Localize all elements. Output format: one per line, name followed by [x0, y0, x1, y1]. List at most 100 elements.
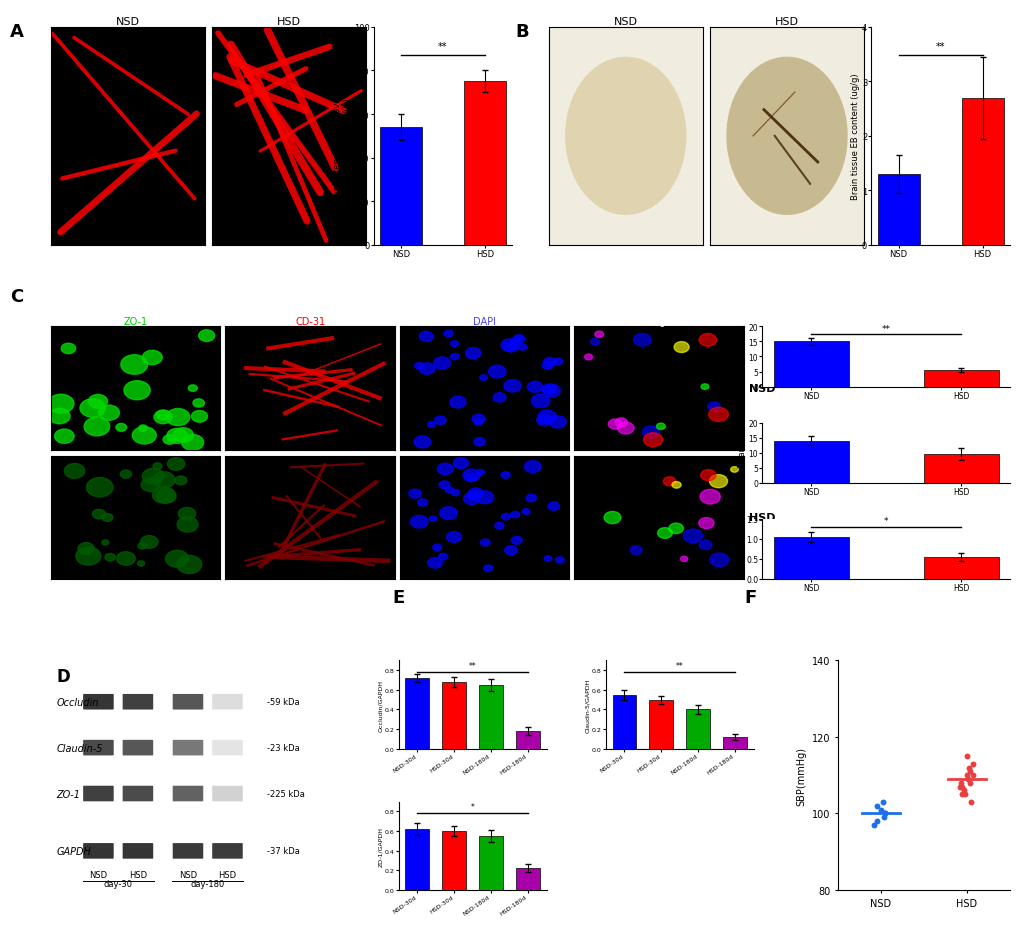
Circle shape	[54, 429, 74, 444]
Circle shape	[594, 332, 603, 338]
Circle shape	[494, 523, 503, 529]
Circle shape	[153, 472, 175, 489]
Y-axis label: Claudin-5/GAPDH: Claudin-5/GAPDH	[585, 678, 590, 732]
Circle shape	[199, 330, 214, 342]
Circle shape	[434, 416, 445, 425]
Text: NSD: NSD	[178, 870, 197, 880]
Circle shape	[193, 400, 204, 408]
Circle shape	[511, 512, 519, 518]
Bar	[516, 731, 539, 749]
Circle shape	[439, 507, 457, 520]
FancyBboxPatch shape	[212, 786, 243, 802]
Text: -59 kDa: -59 kDa	[267, 697, 300, 706]
Y-axis label: Occludin/GAPDH: Occludin/GAPDH	[378, 679, 383, 730]
Circle shape	[410, 515, 428, 528]
Circle shape	[61, 344, 75, 354]
Circle shape	[674, 342, 689, 353]
FancyBboxPatch shape	[122, 786, 153, 802]
Circle shape	[590, 339, 599, 346]
Circle shape	[698, 518, 713, 529]
Bar	[612, 695, 636, 749]
Circle shape	[181, 435, 204, 451]
Bar	[442, 682, 466, 749]
Point	[865, 818, 881, 832]
Circle shape	[139, 425, 148, 432]
Point	[960, 760, 976, 775]
Bar	[922, 454, 998, 483]
Y-axis label: CD-31 area(%): CD-31 area(%)	[738, 425, 747, 481]
Text: **: **	[437, 42, 447, 52]
Point	[951, 780, 967, 794]
Bar	[773, 441, 848, 483]
Circle shape	[513, 336, 525, 344]
Circle shape	[643, 433, 662, 447]
Circle shape	[432, 544, 441, 551]
Circle shape	[141, 478, 160, 492]
FancyBboxPatch shape	[122, 844, 153, 858]
Circle shape	[500, 339, 518, 352]
Circle shape	[102, 514, 113, 522]
Circle shape	[437, 464, 452, 476]
Circle shape	[503, 380, 521, 392]
Circle shape	[49, 409, 70, 425]
FancyBboxPatch shape	[84, 694, 113, 710]
Circle shape	[476, 491, 493, 504]
Y-axis label: Brain tissue EB content (ug/g): Brain tissue EB content (ug/g)	[851, 73, 860, 200]
Circle shape	[707, 402, 719, 412]
Title: DAPI: DAPI	[473, 316, 495, 326]
Circle shape	[438, 481, 449, 489]
Circle shape	[511, 338, 521, 346]
Text: HSD: HSD	[218, 870, 236, 880]
Circle shape	[672, 482, 681, 489]
FancyBboxPatch shape	[84, 786, 113, 802]
FancyBboxPatch shape	[212, 694, 243, 710]
Circle shape	[464, 493, 479, 505]
Text: HSD: HSD	[128, 870, 147, 880]
FancyBboxPatch shape	[122, 694, 153, 710]
Circle shape	[156, 411, 170, 421]
Circle shape	[450, 341, 459, 347]
Circle shape	[167, 429, 187, 444]
Circle shape	[680, 556, 687, 562]
Circle shape	[709, 553, 729, 567]
Circle shape	[174, 476, 186, 486]
Circle shape	[177, 517, 198, 532]
Text: NSD: NSD	[748, 384, 774, 394]
Circle shape	[476, 470, 484, 476]
Text: A: A	[10, 23, 24, 41]
Title: Merged: Merged	[640, 316, 677, 326]
Bar	[961, 98, 1003, 246]
Circle shape	[443, 331, 452, 337]
Circle shape	[515, 336, 522, 341]
Circle shape	[156, 489, 176, 503]
Bar	[516, 869, 539, 890]
Circle shape	[84, 418, 110, 437]
Title: ZO-1: ZO-1	[123, 316, 148, 326]
Bar	[722, 737, 746, 749]
Title: CD-31: CD-31	[294, 316, 325, 326]
Ellipse shape	[727, 58, 846, 215]
Title: NSD: NSD	[613, 17, 637, 27]
Circle shape	[614, 418, 627, 427]
Circle shape	[415, 363, 423, 370]
Circle shape	[709, 475, 727, 489]
Point	[953, 780, 969, 794]
Point	[959, 772, 975, 787]
Circle shape	[419, 363, 434, 375]
Point	[955, 783, 971, 798]
Circle shape	[474, 438, 485, 447]
Circle shape	[427, 558, 442, 568]
Circle shape	[544, 556, 551, 562]
Y-axis label: ZO-1/CD-31: ZO-1/CD-31	[735, 527, 744, 572]
Circle shape	[504, 546, 517, 555]
Text: **: **	[676, 662, 683, 670]
FancyBboxPatch shape	[84, 740, 113, 756]
Text: GAPDH: GAPDH	[56, 846, 91, 856]
Circle shape	[99, 406, 119, 421]
Circle shape	[699, 489, 719, 504]
Circle shape	[522, 509, 530, 514]
Title: NSD: NSD	[116, 17, 140, 27]
Circle shape	[77, 543, 94, 555]
Bar	[464, 83, 505, 246]
Point	[868, 814, 884, 829]
